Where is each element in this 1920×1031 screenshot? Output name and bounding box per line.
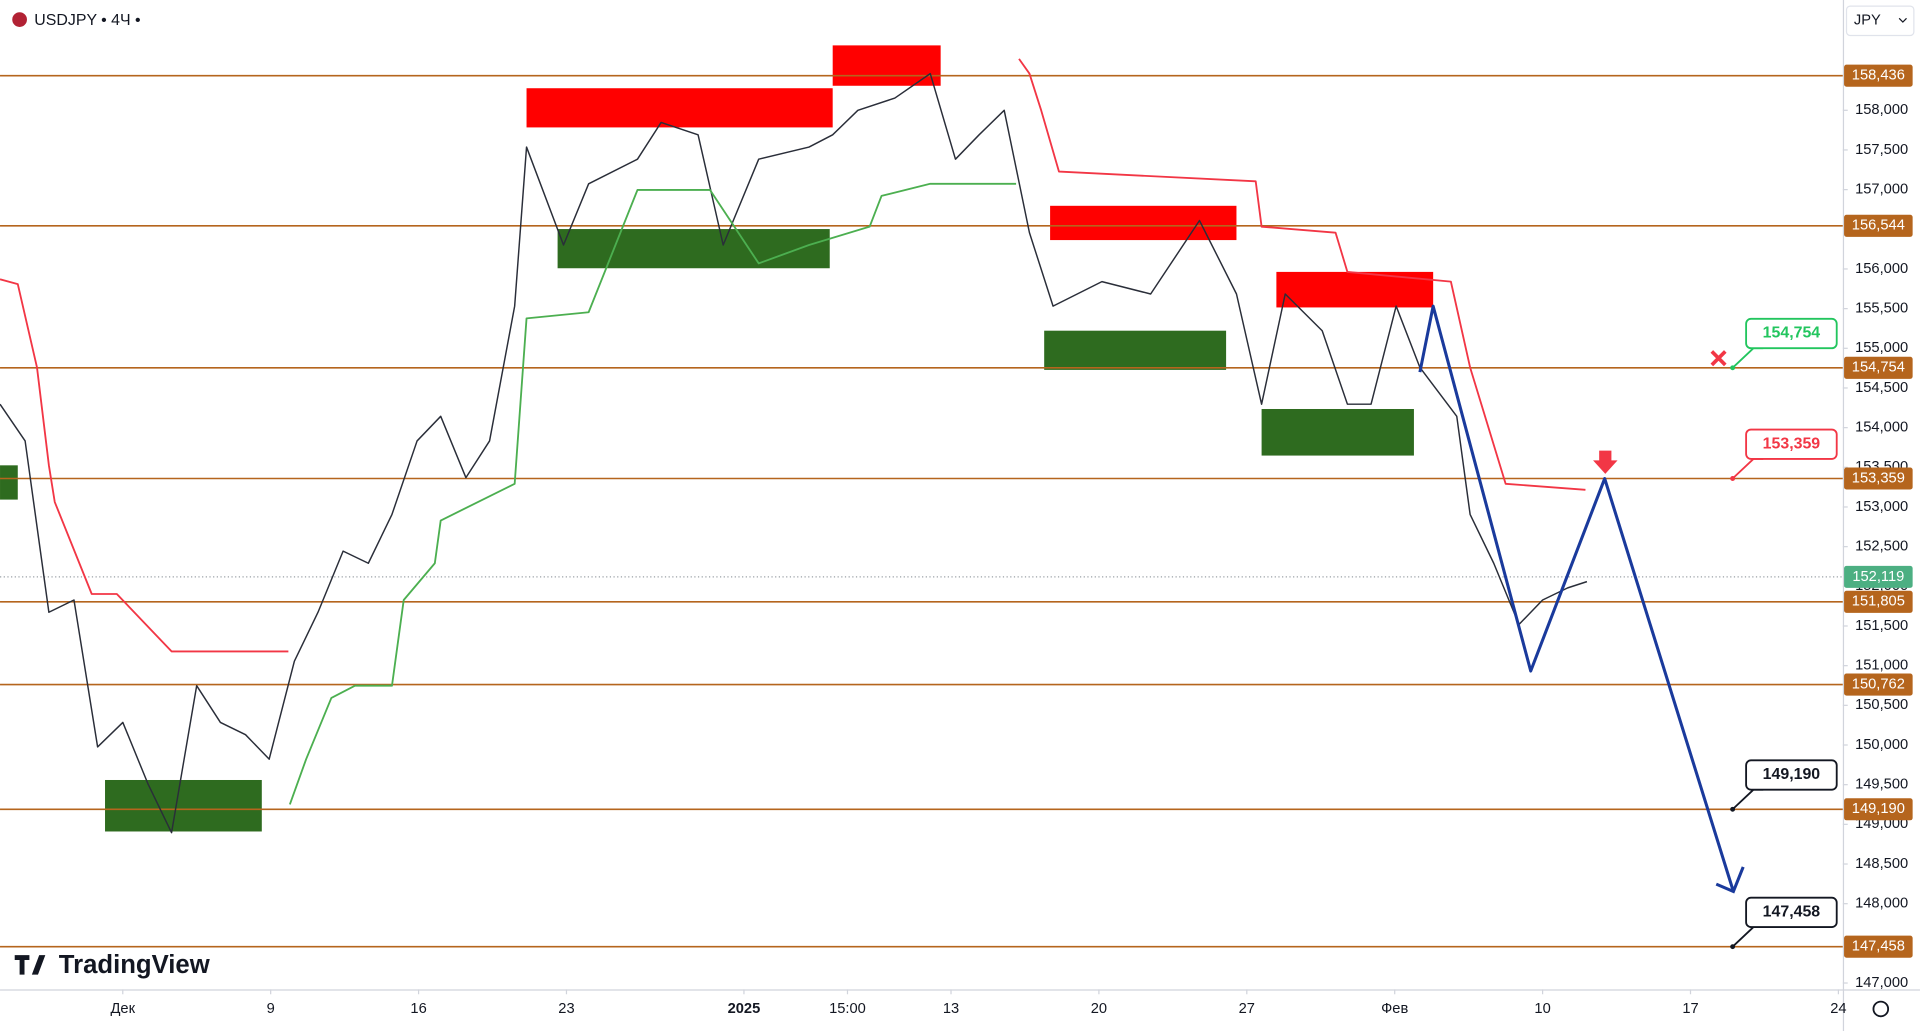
x-tick-label: 16	[410, 1001, 426, 1017]
projection-path	[1418, 304, 1735, 892]
cross-icon	[1710, 350, 1727, 367]
level-label: 151,805	[1852, 594, 1905, 610]
y-axis: 147,000148,000148,500149,000149,500150,0…	[1842, 64, 1913, 991]
y-tick-label: 147,000	[1855, 975, 1908, 991]
x-tick-label: 15:00	[829, 1001, 866, 1017]
currency-button[interactable]	[1845, 5, 1915, 37]
callout-box	[1745, 428, 1838, 460]
plot-area	[0, 45, 1843, 948]
zone	[105, 779, 262, 832]
x-tick-label: Фев	[1381, 1001, 1408, 1017]
y-tick-label: 149,500	[1855, 777, 1908, 793]
trail-stop-down	[1018, 58, 1586, 491]
x-tick-label: 27	[1239, 1001, 1255, 1017]
currency-label[interactable]: JPY	[1854, 13, 1881, 29]
level-tag	[1844, 673, 1913, 696]
zone	[0, 465, 18, 500]
projection-arrowhead	[1715, 866, 1745, 894]
flag-icon	[12, 12, 27, 27]
level-label: 156,544	[1852, 218, 1905, 234]
level-tag	[1844, 356, 1913, 379]
price-line	[0, 72, 1588, 834]
y-tick-label: 153,000	[1855, 499, 1908, 515]
down-arrow-marker	[1593, 450, 1618, 474]
trail-stop-down	[0, 278, 289, 653]
settings-icon[interactable]	[1872, 1000, 1890, 1018]
y-tick-label: 158,000	[1855, 102, 1908, 118]
levels	[0, 74, 1843, 948]
y-tick-label: 154,000	[1855, 420, 1908, 436]
y-tick-label: 150,500	[1855, 697, 1908, 713]
cross-marker	[1710, 350, 1727, 367]
y-tick-label: 157,500	[1855, 142, 1908, 158]
y-tick-label: 151,000	[1855, 658, 1908, 674]
zone	[557, 229, 830, 269]
y-tick-label: 150,000	[1855, 737, 1908, 753]
x-tick-label: 23	[558, 1001, 574, 1017]
last-price-tag	[1844, 565, 1913, 588]
zones	[0, 45, 1434, 832]
zone	[1261, 408, 1414, 456]
level-tag	[1844, 467, 1913, 490]
brand-name: TradingView	[59, 951, 211, 979]
level-tag	[1844, 64, 1913, 87]
x-tick-label: 9	[267, 1001, 275, 1017]
currency-caret	[1898, 17, 1907, 23]
brand-logo: TradingView	[14, 951, 211, 979]
x-axis: Дек 9 16 23 2025 15:00 13 20 27 Фев 10 17 24	[111, 989, 1847, 1017]
callout-dot	[1730, 365, 1736, 371]
x-tick-label: Дек	[111, 1001, 136, 1017]
level-tag	[1844, 214, 1913, 237]
zone	[832, 45, 941, 86]
level-label: 149,190	[1852, 801, 1905, 817]
zone	[1044, 330, 1227, 370]
callout-box	[1745, 759, 1838, 791]
trail-stop-up	[288, 182, 1017, 805]
callout-label: 154,754	[1763, 325, 1821, 342]
level-tag	[1844, 798, 1913, 821]
level-tag	[1844, 935, 1913, 958]
callout-dot	[1730, 944, 1736, 950]
callouts: 154,754 153,359 149,190 147,458	[1730, 317, 1838, 950]
level-label: 154,754	[1852, 360, 1905, 376]
x-tick-label: 24	[1830, 1001, 1846, 1017]
symbol-title: USDJPY • 4Ч •	[34, 12, 140, 29]
y-tick-label: 155,500	[1855, 301, 1908, 317]
callout-box	[1745, 896, 1838, 929]
callout-label: 147,458	[1763, 904, 1821, 921]
level-label: 153,359	[1852, 470, 1905, 486]
level-label: 158,436	[1852, 68, 1905, 84]
callout-dot	[1730, 476, 1736, 481]
y-tick-label: 148,500	[1855, 856, 1908, 872]
callout-label: 153,359	[1763, 435, 1821, 452]
x-tick-label: 13	[943, 1001, 959, 1017]
callout-label: 149,190	[1763, 766, 1821, 783]
y-tick-label: 156,000	[1855, 261, 1908, 277]
level-label: 147,458	[1852, 939, 1905, 955]
series	[0, 58, 1745, 894]
x-tick-label: 17	[1682, 1001, 1698, 1017]
y-tick-label: 154,500	[1855, 380, 1908, 396]
y-tick-label: 148,000	[1855, 896, 1908, 912]
y-tick-label: 152,500	[1855, 539, 1908, 555]
x-tick-label: 20	[1091, 1001, 1107, 1017]
logo-mark	[14, 955, 46, 975]
level-tag	[1844, 590, 1913, 613]
x-tick-label: 2025	[728, 1001, 761, 1017]
last-price-label: 152,119	[1852, 569, 1904, 585]
x-tick-label: 10	[1534, 1001, 1550, 1017]
y-tick-label: 155,000	[1855, 340, 1908, 356]
callout-dot	[1730, 806, 1736, 812]
callout-box	[1745, 317, 1838, 350]
y-tick-label: 151,500	[1855, 618, 1908, 634]
level-label: 150,762	[1852, 676, 1905, 692]
y-tick-label: 157,000	[1855, 181, 1908, 197]
zone	[1050, 205, 1237, 241]
zone	[526, 88, 833, 128]
